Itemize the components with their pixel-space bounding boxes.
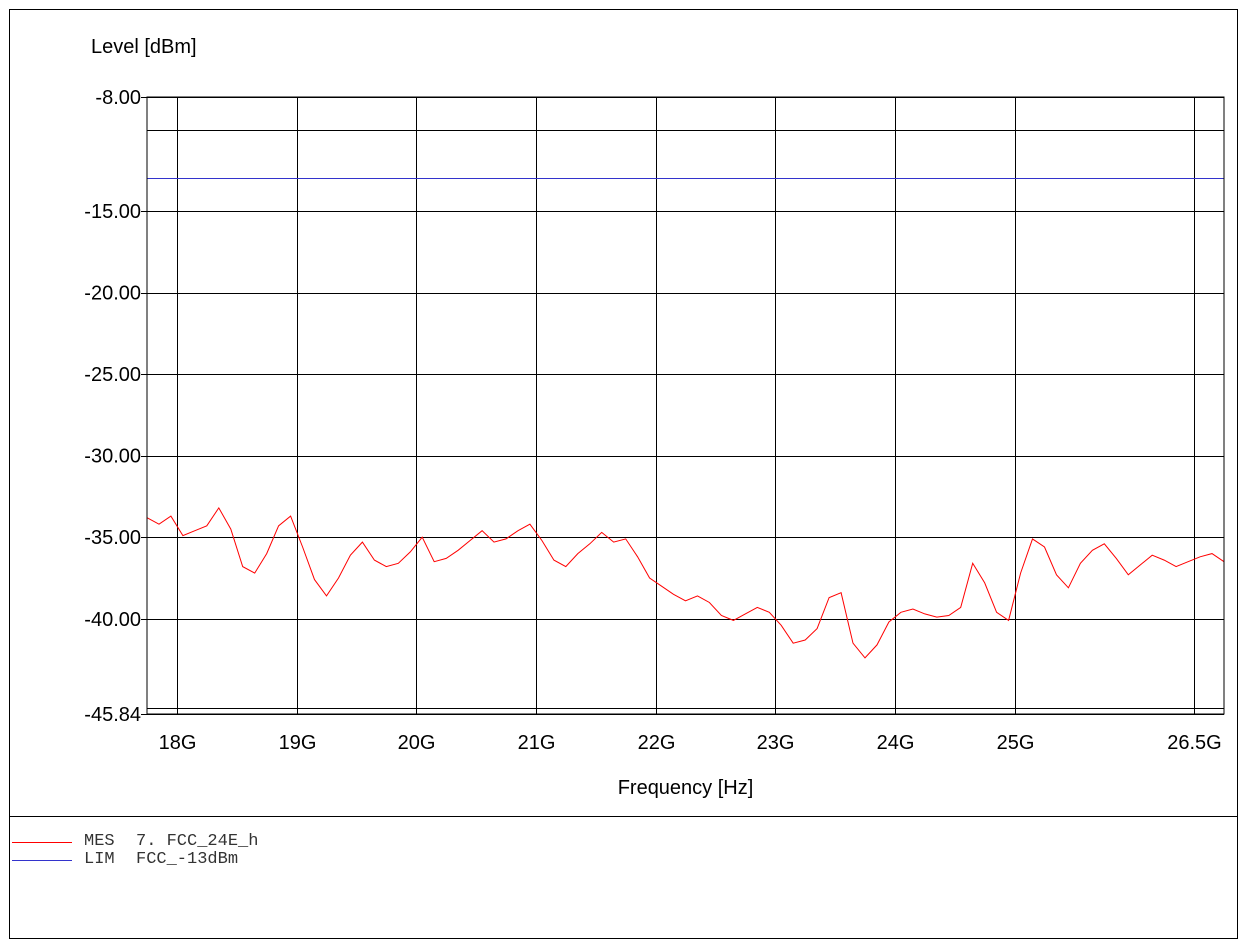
spectrum-chart: -8.00 -15.00 -20.00 -25.00 -30.00 -35.00 -40.0… [84,36,1225,799]
legend-tag: LIM [84,850,115,869]
grid-lines [141,97,1224,715]
y-tick-labels: -8.00 -15.00 -20.00 -25.00 -30.00 -35.00 -40.0… [84,87,141,726]
plot-border [146,96,1225,715]
legend: MES 7. FCC_24E_h LIM FCC_-13dBm [12,833,258,869]
series-lines [146,178,1225,659]
y-tick-label: -40.00 [84,609,141,631]
measurement-series-line [146,506,1225,659]
x-axis-label: Frequency [Hz] [618,777,754,799]
y-tick-label: -45.84 [84,704,141,726]
x-tick-label: 26.5G [1167,732,1221,754]
y-tick-label: -30.00 [84,446,141,468]
y-tick-label: -15.00 [84,201,141,223]
legend-swatch-mes [12,841,72,843]
legend-text: FCC_-13dBm [136,850,239,869]
x-tick-label: 25G [997,732,1035,754]
legend-tag: MES [84,832,115,851]
y-axis-label: Level [dBm] [91,36,197,58]
y-tick-label: -20.00 [84,283,141,305]
x-tick-label: 19G [279,732,317,754]
x-tick-label: 20G [398,732,436,754]
legend-swatch-lim [12,859,72,861]
x-tick-labels: 18G 19G 20G 21G 22G 23G 24G 25G 26.5G [159,732,1222,754]
x-tick-label: 24G [877,732,915,754]
y-tick-label: -25.00 [84,364,141,386]
chart-frame [9,9,1238,939]
legend-item-lim: LIM FCC_-13dBm [12,851,258,869]
legend-item-mes: MES 7. FCC_24E_h [12,833,258,851]
y-tick-label: -35.00 [84,527,141,549]
x-tick-label: 18G [159,732,197,754]
x-tick-label: 22G [638,732,676,754]
y-tick-label: -8.00 [95,87,141,109]
x-tick-label: 23G [757,732,795,754]
x-tick-label: 21G [518,732,556,754]
legend-divider [9,816,1238,817]
legend-text: 7. FCC_24E_h [136,832,259,851]
